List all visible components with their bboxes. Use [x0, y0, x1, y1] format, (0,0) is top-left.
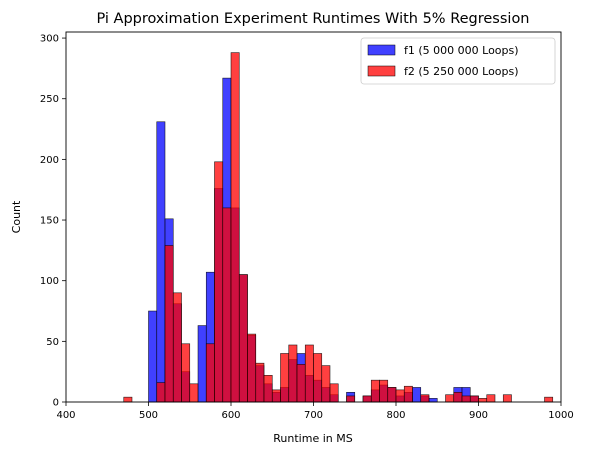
- bar-f2-700: [313, 353, 323, 403]
- bar-f2-900: [478, 398, 488, 403]
- bar-f2-800: [395, 389, 405, 403]
- y-tick-label-50: 50: [46, 337, 59, 348]
- bar-f2-790: [387, 387, 397, 403]
- bar-f2-880: [461, 395, 471, 403]
- bar-f2-860: [445, 394, 455, 403]
- bar-f2-890: [469, 395, 479, 403]
- x-axis-label: Runtime in MS: [273, 432, 352, 445]
- bar-f2-830: [420, 394, 430, 403]
- bar-f2-690: [304, 344, 314, 403]
- legend-label-f1: f1 (5 000 000 Loops): [404, 44, 519, 57]
- bar-f2-520: [164, 245, 174, 403]
- bar-f2-470: [123, 396, 133, 403]
- y-tick-label-150: 150: [40, 216, 59, 227]
- y-axis: 0 50 100 150 200 250 300: [40, 34, 66, 409]
- bar-f2-550: [189, 383, 199, 403]
- bar-f2-930: [502, 394, 512, 403]
- bar-f2-640: [263, 375, 273, 403]
- chart-title: Pi Approximation Experiment Runtimes Wit…: [96, 11, 529, 27]
- legend-label-f2: f2 (5 250 000 Loops): [404, 65, 519, 78]
- bar-f2-740: [346, 395, 356, 403]
- x-tick-label-1000: 1000: [548, 410, 573, 421]
- legend-swatch-f1: [367, 44, 396, 56]
- bar-f2-540: [181, 343, 191, 403]
- bar-f2-510: [156, 382, 166, 403]
- legend: f1 (5 000 000 Loops) f2 (5 250 000 Loops…: [360, 37, 556, 85]
- x-tick-label-500: 500: [139, 410, 158, 421]
- bar-f2-630: [255, 362, 265, 403]
- x-axis: 400 500 600 700 800 900 1000: [56, 402, 574, 421]
- bar-f2-720: [329, 383, 339, 403]
- bar-f2-600: [230, 52, 240, 403]
- y-tick-label-250: 250: [40, 94, 59, 105]
- bar-f2-660: [280, 353, 290, 403]
- legend-swatch-f2: [367, 65, 396, 77]
- y-tick-label-0: 0: [53, 398, 59, 409]
- legend-box: [360, 37, 556, 85]
- y-tick-label-100: 100: [40, 276, 59, 287]
- bar-f2-770: [370, 379, 380, 403]
- bar-f2-530: [172, 292, 182, 403]
- bar-f2-710: [321, 365, 331, 403]
- y-tick-label-200: 200: [40, 155, 59, 166]
- x-tick-label-800: 800: [386, 410, 405, 421]
- bar-f2-580: [214, 161, 224, 403]
- bar-f2-870: [453, 391, 463, 403]
- bar-f1-510: [156, 121, 166, 403]
- bar-f2-610: [238, 274, 248, 403]
- bar-f1-840: [428, 398, 438, 403]
- y-tick-label-300: 300: [40, 34, 59, 45]
- bar-f1-500: [148, 310, 158, 403]
- bar-f2-760: [362, 395, 372, 403]
- f2-bars: [123, 52, 554, 403]
- x-tick-label-700: 700: [304, 410, 323, 421]
- bar-f2-620: [247, 333, 257, 403]
- y-axis-label: Count: [10, 200, 23, 233]
- bar-f2-810: [403, 385, 413, 403]
- bar-f1-820: [412, 387, 422, 403]
- x-tick-label-600: 600: [221, 410, 240, 421]
- bar-f2-680: [296, 364, 306, 403]
- bar-f2-910: [486, 394, 496, 403]
- x-tick-label-900: 900: [469, 410, 488, 421]
- bar-f2-570: [205, 343, 215, 403]
- bar-f2-780: [379, 379, 389, 403]
- x-tick-label-400: 400: [56, 410, 75, 421]
- bar-f2-590: [222, 207, 232, 403]
- bar-f2-670: [288, 344, 298, 403]
- bar-f1-560: [197, 325, 207, 403]
- bar-f2-980: [544, 396, 554, 403]
- bar-f2-650: [271, 389, 281, 403]
